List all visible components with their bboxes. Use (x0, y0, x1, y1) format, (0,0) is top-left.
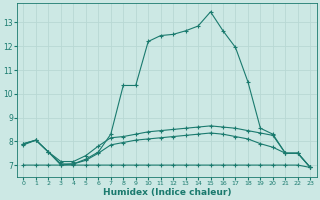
X-axis label: Humidex (Indice chaleur): Humidex (Indice chaleur) (103, 188, 231, 197)
